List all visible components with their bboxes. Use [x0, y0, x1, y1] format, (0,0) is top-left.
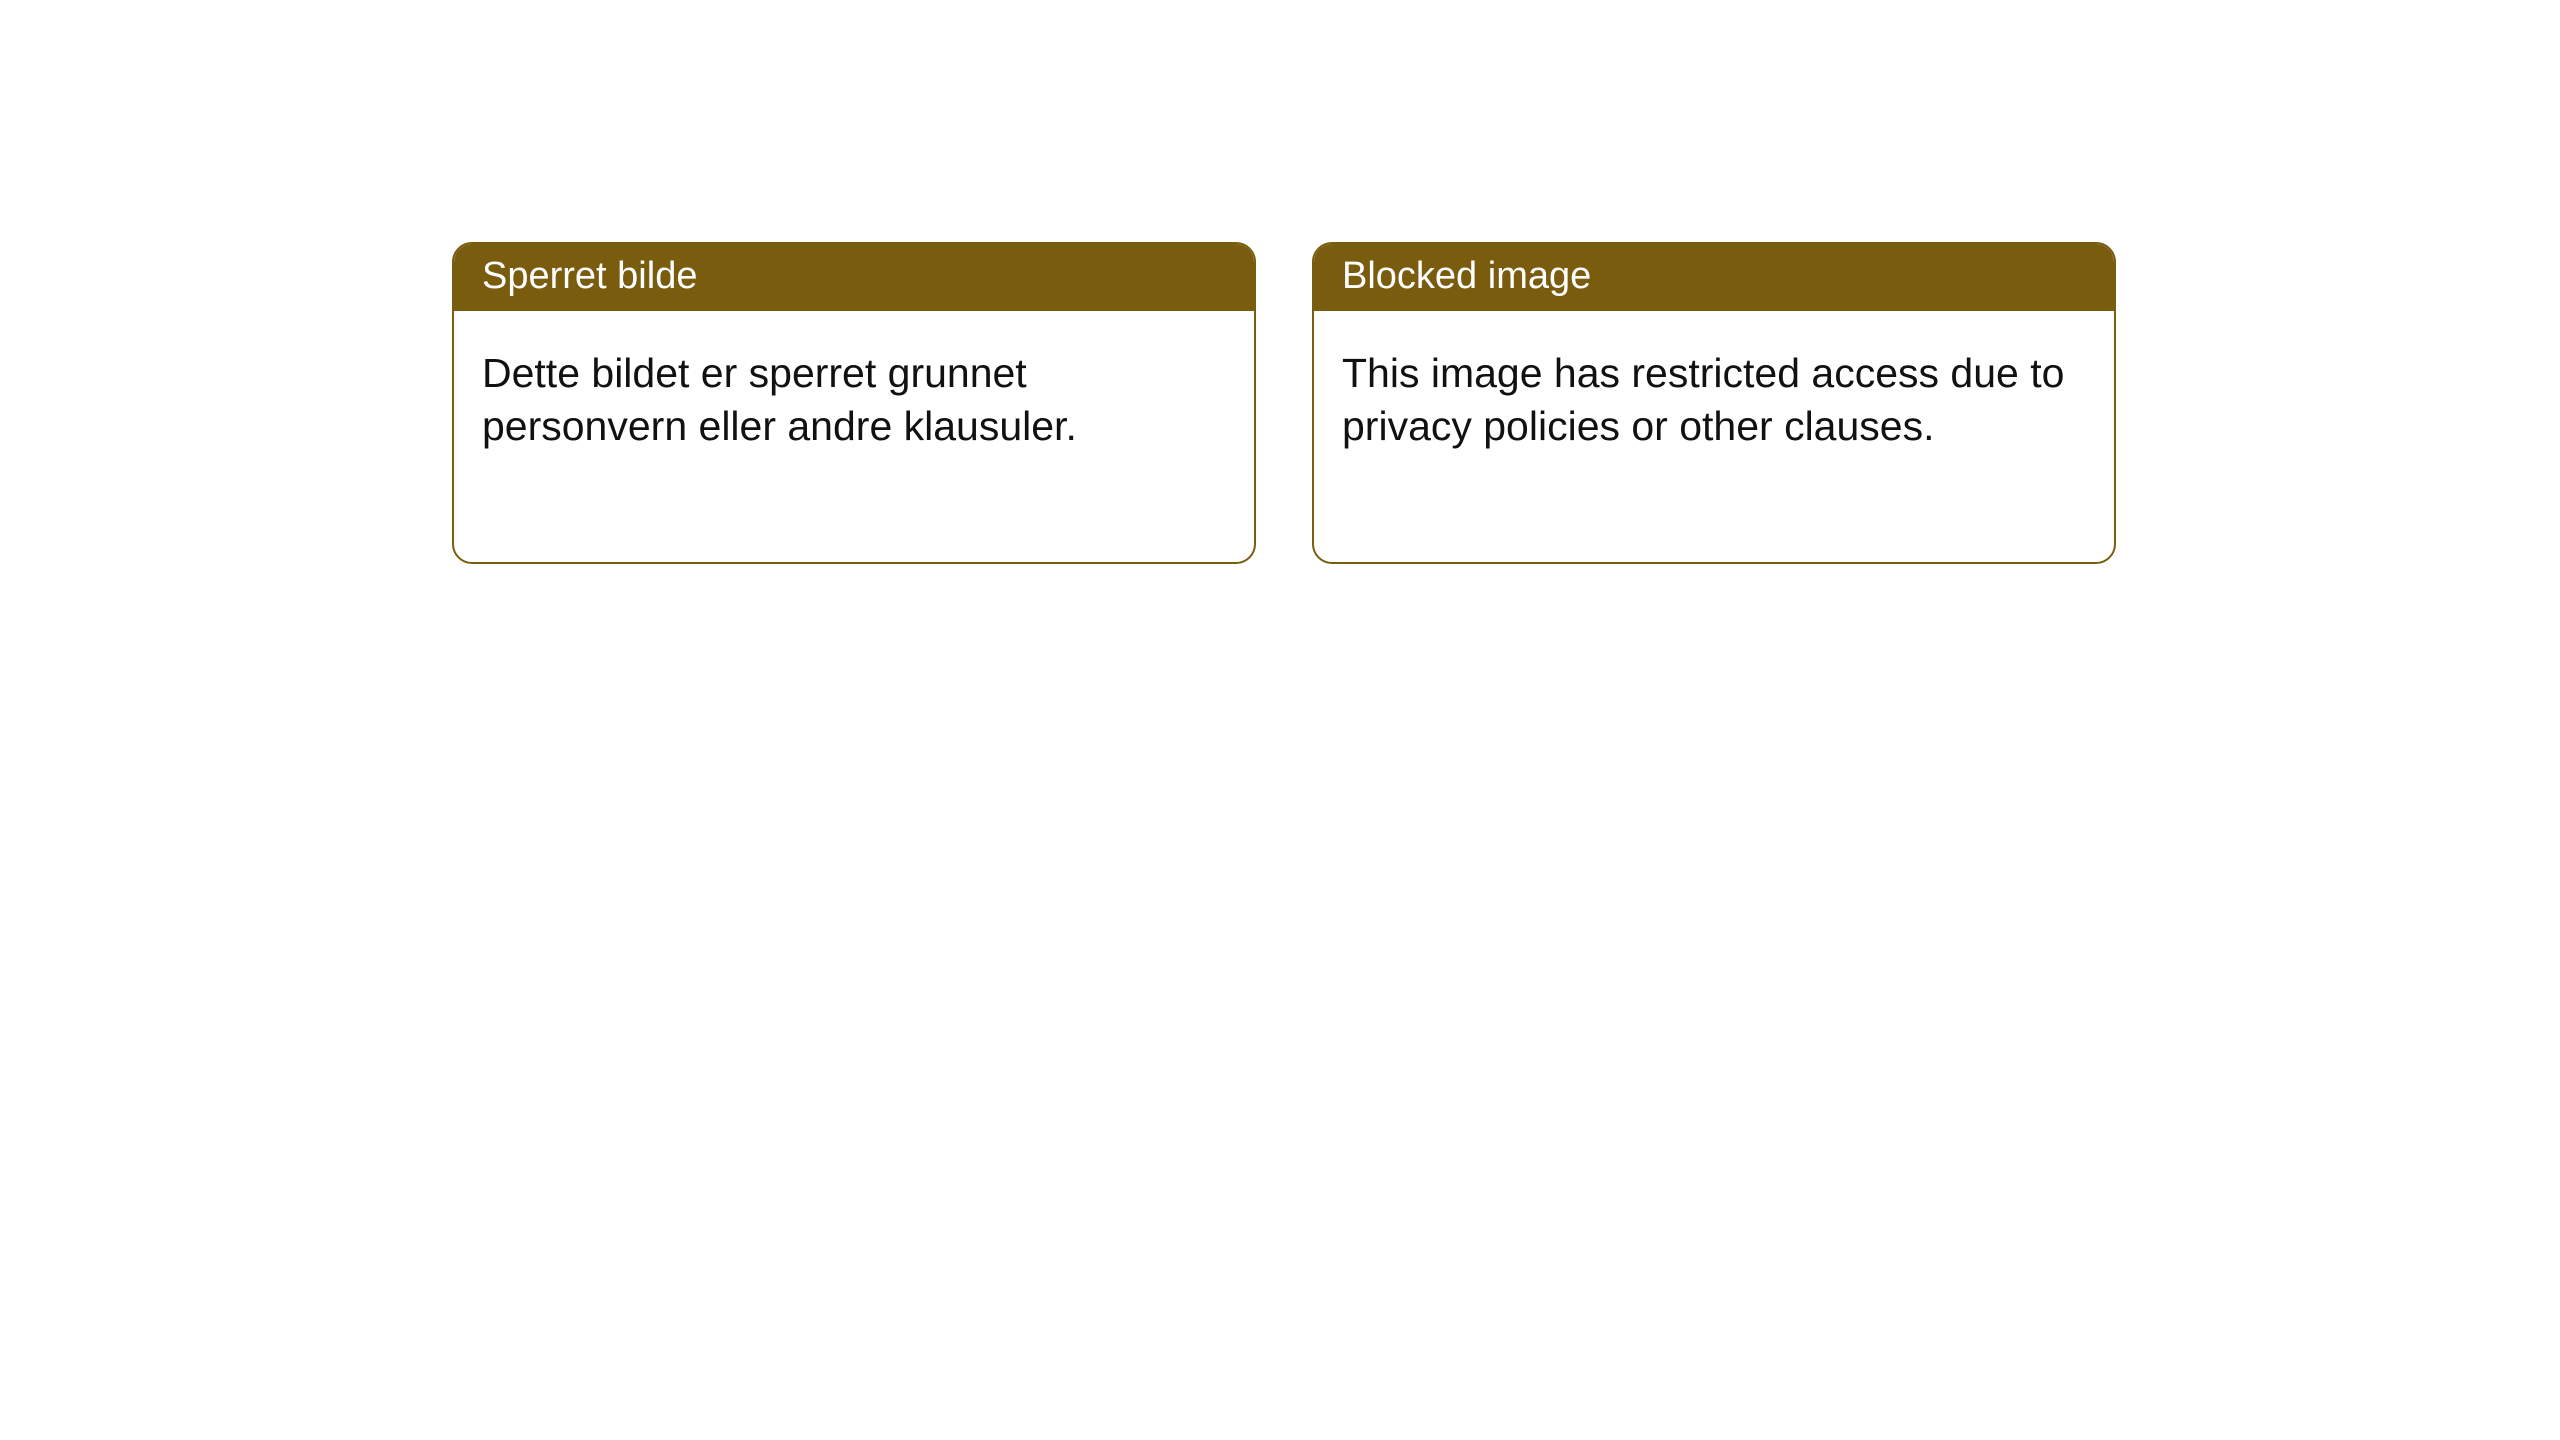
- notice-container: Sperret bilde Dette bildet er sperret gr…: [452, 242, 2116, 564]
- notice-header: Sperret bilde: [454, 244, 1254, 311]
- notice-header: Blocked image: [1314, 244, 2114, 311]
- notice-box-english: Blocked image This image has restricted …: [1312, 242, 2116, 564]
- notice-body: Dette bildet er sperret grunnet personve…: [454, 311, 1254, 562]
- notice-box-norwegian: Sperret bilde Dette bildet er sperret gr…: [452, 242, 1256, 564]
- notice-body: This image has restricted access due to …: [1314, 311, 2114, 562]
